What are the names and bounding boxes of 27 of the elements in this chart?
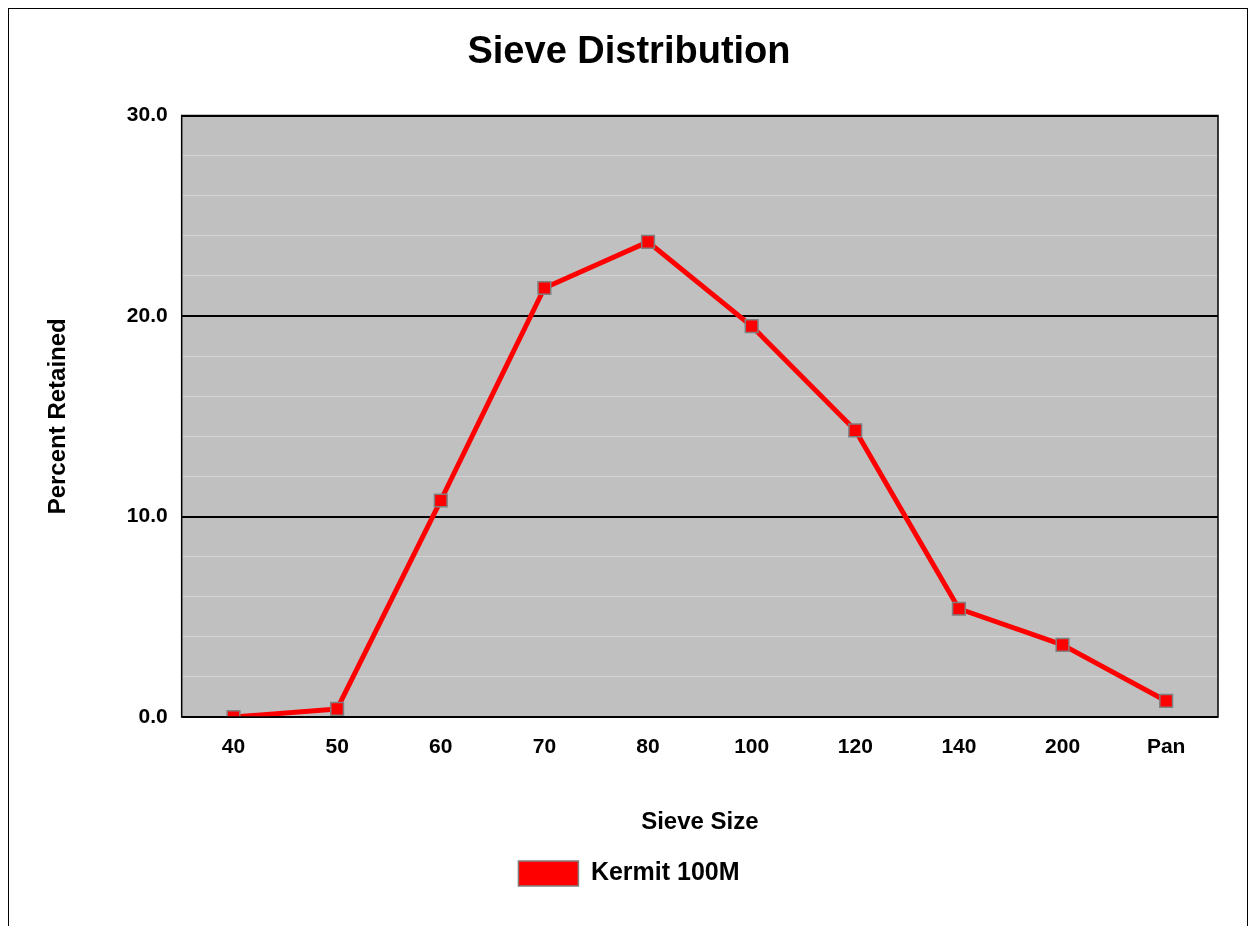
- y-tick-label: 10.0: [126, 503, 168, 527]
- point: [537, 280, 552, 296]
- x-tick-label: 200: [1045, 734, 1081, 758]
- y-tick-label: 20.0: [126, 302, 168, 326]
- y-tick-label: 30.0: [126, 102, 168, 126]
- x-tick-label: 80: [636, 734, 660, 758]
- point: [848, 423, 863, 438]
- y-axis-title: Percent Retained: [43, 318, 71, 515]
- x-tick-label: 40: [221, 734, 246, 758]
- x-tick-label: 140: [941, 734, 977, 758]
- point: [1159, 693, 1174, 709]
- point: [433, 493, 448, 508]
- point: [951, 601, 967, 616]
- x-tick-label: Pan: [1146, 734, 1186, 758]
- x-tick-label: 120: [837, 734, 873, 758]
- legend-label: Kermit 100M: [590, 857, 740, 886]
- x-tick-label: 60: [429, 734, 453, 758]
- point: [330, 701, 345, 717]
- y-tick-label: 0.0: [138, 703, 168, 727]
- x-tick-label: 100: [734, 734, 770, 758]
- x-axis-title: Sieve Size: [641, 807, 759, 835]
- point: [744, 318, 759, 334]
- point: [1055, 637, 1070, 652]
- point: [640, 234, 656, 250]
- chart-title: Sieve Distribution: [467, 29, 791, 72]
- x-tick-label: 70: [532, 734, 557, 758]
- x-tick-label: 50: [325, 734, 349, 758]
